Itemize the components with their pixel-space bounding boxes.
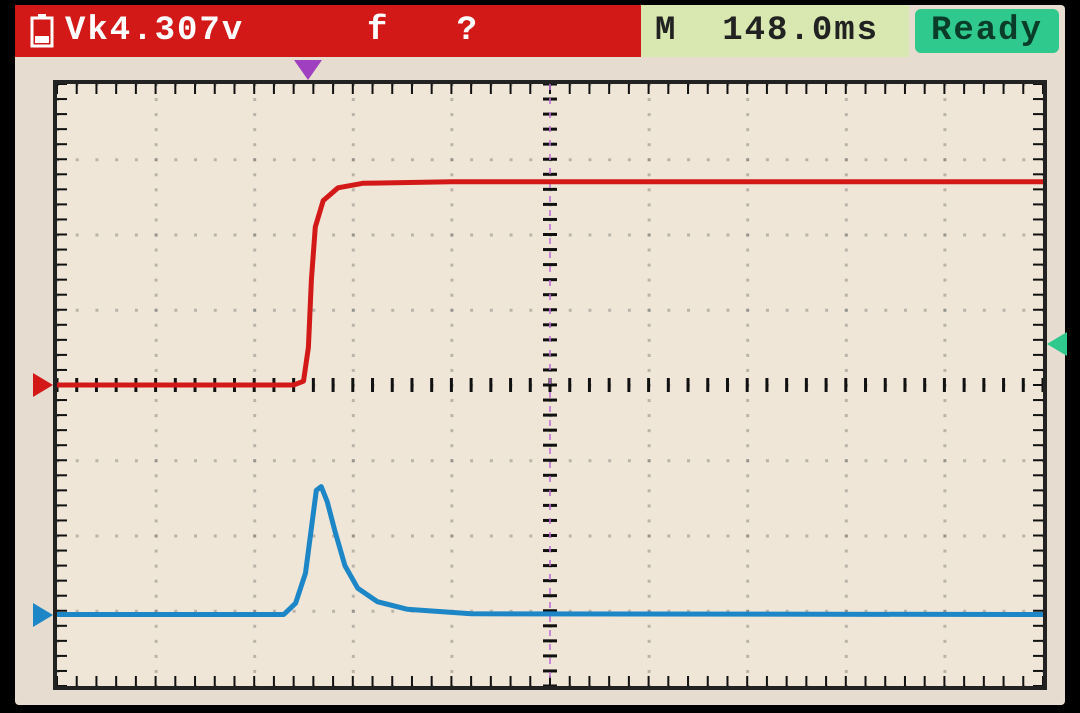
status-text: Ready — [931, 12, 1043, 50]
waveform-plot[interactable] — [53, 80, 1047, 690]
ch1-zero-marker[interactable] — [33, 373, 53, 397]
timebase-value: 148.0ms — [722, 12, 879, 50]
timebase-label: M — [655, 12, 677, 50]
oscilloscope-screen: Vk4.307v f ? M 148.0ms Ready — [15, 5, 1065, 705]
status-bar: Vk4.307v f ? M 148.0ms Ready — [15, 5, 1065, 57]
vk-value: Vk4.307v — [65, 12, 244, 50]
trigger-top-marker[interactable] — [294, 60, 322, 80]
plot-canvas — [57, 84, 1043, 686]
trigger-level-marker[interactable] — [1047, 332, 1067, 356]
freq-readout: f ? — [353, 5, 641, 57]
timebase-readout: M 148.0ms — [641, 5, 909, 57]
freq-label: f — [367, 12, 389, 50]
battery-icon — [29, 14, 55, 48]
freq-value: ? — [457, 12, 479, 50]
spacer2 — [677, 12, 722, 50]
ch2-zero-marker[interactable] — [33, 603, 53, 627]
spacer — [389, 12, 456, 50]
vk-readout: Vk4.307v — [15, 5, 353, 57]
run-status-badge[interactable]: Ready — [915, 9, 1059, 53]
